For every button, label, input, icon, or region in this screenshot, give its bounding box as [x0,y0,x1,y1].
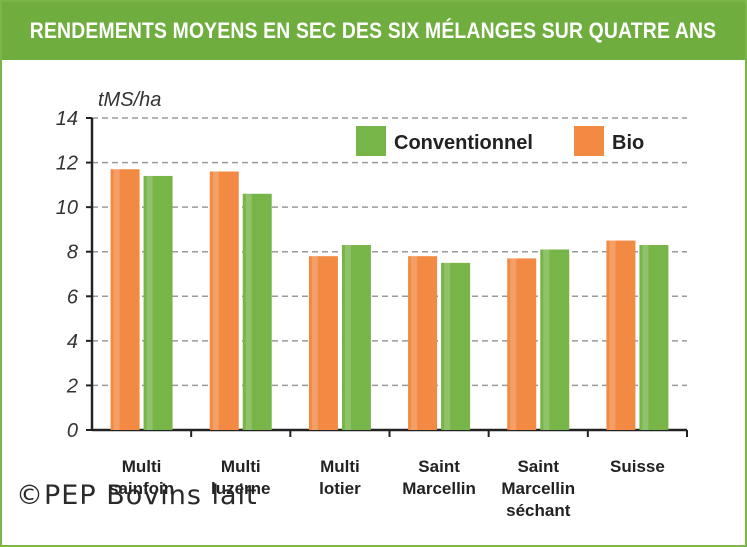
x-tick-label: Multi [320,457,360,476]
bar-conventionnel [341,245,371,430]
bar-conventionnel-highlight [146,175,153,430]
bar-bio-highlight [212,171,219,430]
bar-bio-highlight [510,258,517,430]
bar-bio [606,240,636,430]
x-tick-label: Multi [221,457,261,476]
y-tick-label: 4 [67,331,78,353]
x-tick-label: Saint [418,457,460,476]
x-tick-label: Marcellin [402,479,476,498]
chart-title: RENDEMENTS MOYENS EN SEC DES SIX MÉLANGE… [30,18,717,43]
bar-conventionnel [143,175,173,430]
bar-chart: 0 2 4 6 8 10 12 14 tMS/ha Multi sainfoin Multi luzer… [56,89,688,520]
bar-bio-highlight [609,240,616,430]
x-tick-label: lotier [319,479,361,498]
copyright-watermark: ©PEP Bovins lait [16,480,258,511]
bar-conventionnel [540,249,570,430]
y-tick-label: 12 [56,153,78,175]
x-tick-label: séchant [506,501,571,520]
legend-swatch-bio [574,126,604,156]
y-tick-label: 8 [67,242,78,264]
x-tick-label: Saint [517,457,559,476]
x-tick-label: Marcellin [501,479,575,498]
bar-conventionnel [441,262,471,430]
y-tick-label: 0 [67,420,78,442]
bar-conventionnel-highlight [245,193,252,430]
legend-label: Conventionnel [394,132,533,154]
y-axis-label: tMS/ha [98,89,161,111]
bar-conventionnel-highlight [344,245,351,430]
bar-bio [110,169,140,430]
x-tick-label: luzerne [211,479,271,498]
bar-conventionnel [242,193,272,430]
bar-bio-highlight [411,256,418,430]
bar-conventionnel [639,245,669,430]
x-tick-label: Multi [122,457,162,476]
x-tick-label: Suisse [610,457,665,476]
bar-bio [408,256,438,430]
bar-bio-highlight [113,169,120,430]
bar-bio [507,258,537,430]
legend-label: Bio [612,132,644,154]
legend-swatch-conventionnel [356,126,386,156]
y-tick-label: 2 [66,375,78,397]
bar-conventionnel-highlight [543,249,550,430]
y-tick-label: 14 [56,108,78,130]
title-bar: RENDEMENTS MOYENS EN SEC DES SIX MÉLANGE… [2,2,745,60]
bar-bio [308,256,338,430]
bar-bio-highlight [311,256,318,430]
y-tick-label: 10 [56,197,78,219]
bar-conventionnel-highlight [444,262,451,430]
bar-bio [209,171,239,430]
bar-conventionnel-highlight [642,245,649,430]
y-tick-label: 6 [67,286,79,308]
x-tick-label: sainfoin [109,479,174,498]
